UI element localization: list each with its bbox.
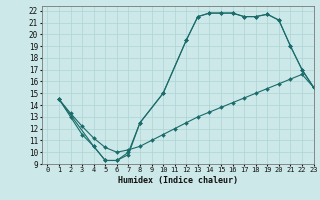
X-axis label: Humidex (Indice chaleur): Humidex (Indice chaleur): [118, 176, 237, 185]
